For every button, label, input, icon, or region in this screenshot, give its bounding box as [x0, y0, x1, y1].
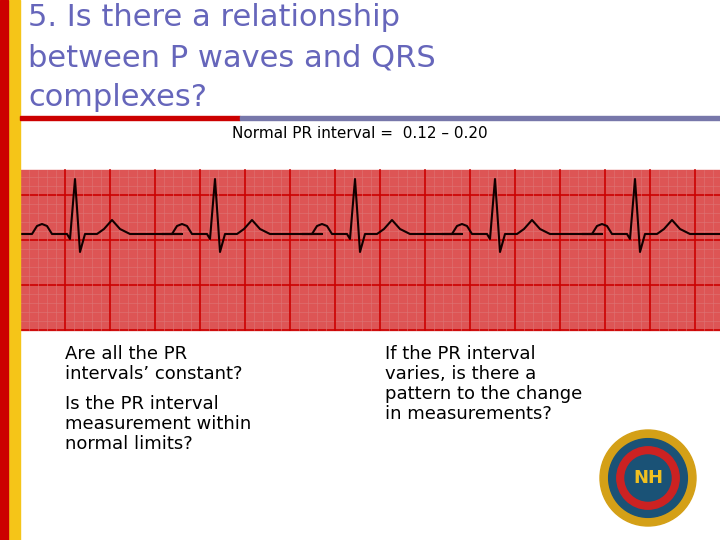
- Bar: [20, 170, 720, 330]
- Text: NH: NH: [633, 469, 663, 487]
- Text: measurement within: measurement within: [65, 415, 251, 433]
- Text: in measurements?: in measurements?: [385, 405, 552, 423]
- Text: pattern to the change: pattern to the change: [385, 385, 582, 403]
- Text: If the PR interval: If the PR interval: [385, 345, 536, 363]
- Text: complexes?: complexes?: [28, 83, 207, 112]
- Bar: [20, 116, 240, 120]
- Text: normal limits?: normal limits?: [65, 435, 193, 453]
- Circle shape: [600, 430, 696, 526]
- Circle shape: [608, 438, 688, 517]
- Text: between P waves and QRS: between P waves and QRS: [28, 43, 436, 72]
- Circle shape: [625, 455, 671, 501]
- Text: Are all the PR: Are all the PR: [65, 345, 187, 363]
- Bar: [240, 116, 720, 120]
- Bar: [0, 0, 20, 540]
- Text: intervals’ constant?: intervals’ constant?: [65, 365, 243, 383]
- Bar: [0, 0, 8, 540]
- Text: Is the PR interval: Is the PR interval: [65, 395, 219, 413]
- Text: varies, is there a: varies, is there a: [385, 365, 536, 383]
- Circle shape: [617, 447, 679, 509]
- Text: 5. Is there a relationship: 5. Is there a relationship: [28, 3, 400, 32]
- Text: Normal PR interval =  0.12 – 0.20: Normal PR interval = 0.12 – 0.20: [232, 126, 488, 141]
